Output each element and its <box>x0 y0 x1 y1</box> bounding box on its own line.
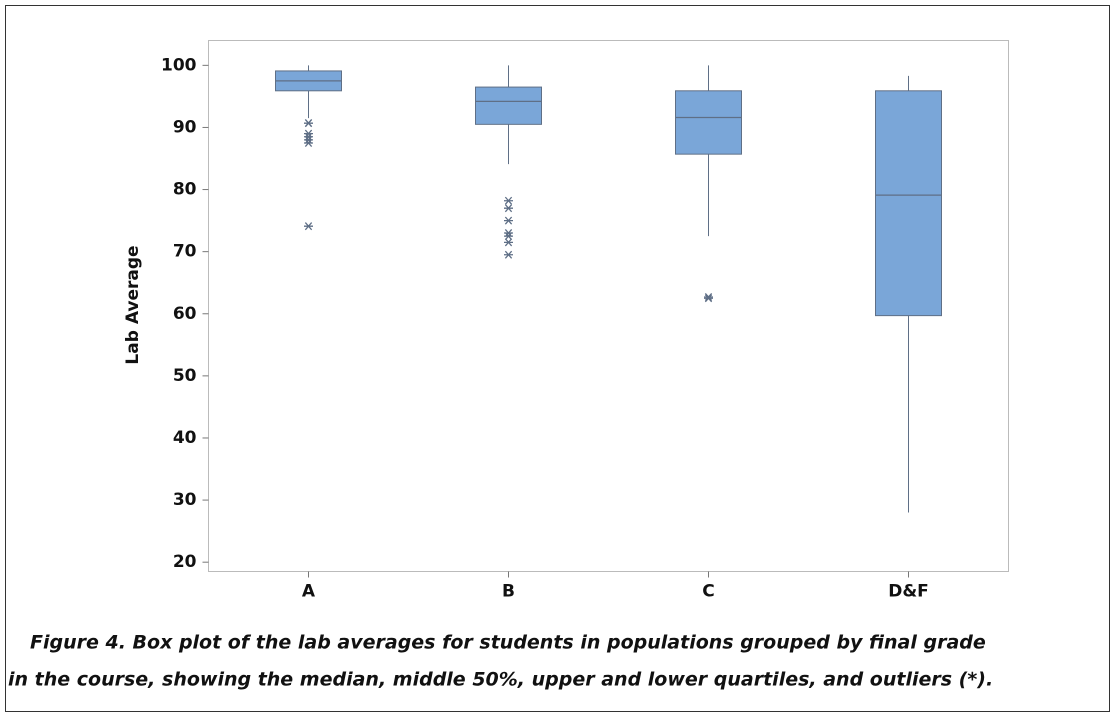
outlier <box>504 250 513 259</box>
y-tick-label: 60 <box>173 304 197 324</box>
outlier <box>304 138 313 148</box>
outlier <box>504 238 513 247</box>
x-tick-label: D&F <box>888 582 929 602</box>
outlier <box>304 119 313 128</box>
caption-line: in the course, showing the median, middl… <box>8 669 993 691</box>
outlier <box>704 292 713 302</box>
y-axis-label: Lab Average <box>123 245 143 364</box>
y-tick-label: 70 <box>173 242 197 262</box>
outlier <box>504 204 513 213</box>
y-tick-label: 100 <box>161 55 197 75</box>
y-tick-label: 40 <box>173 428 197 448</box>
outlier <box>704 294 713 303</box>
y-tick-label: 30 <box>173 490 197 510</box>
caption-line: Figure 4. Box plot of the lab averages f… <box>30 632 986 654</box>
box <box>475 86 542 125</box>
y-tick-label: 50 <box>173 366 197 386</box>
outlier <box>304 222 313 231</box>
outlier <box>504 196 513 205</box>
x-tick-label: C <box>702 582 714 602</box>
y-tick-label: 20 <box>173 552 197 572</box>
x-tick-label: B <box>502 582 515 602</box>
box <box>875 90 942 317</box>
outlier <box>504 232 513 241</box>
y-tick-label: 80 <box>173 180 197 200</box>
outlier <box>504 216 513 225</box>
frame <box>5 5 1110 712</box>
x-tick-label: A <box>302 582 316 602</box>
plot-area <box>208 40 1009 572</box>
y-tick-label: 90 <box>173 117 197 137</box>
box <box>675 90 742 155</box>
